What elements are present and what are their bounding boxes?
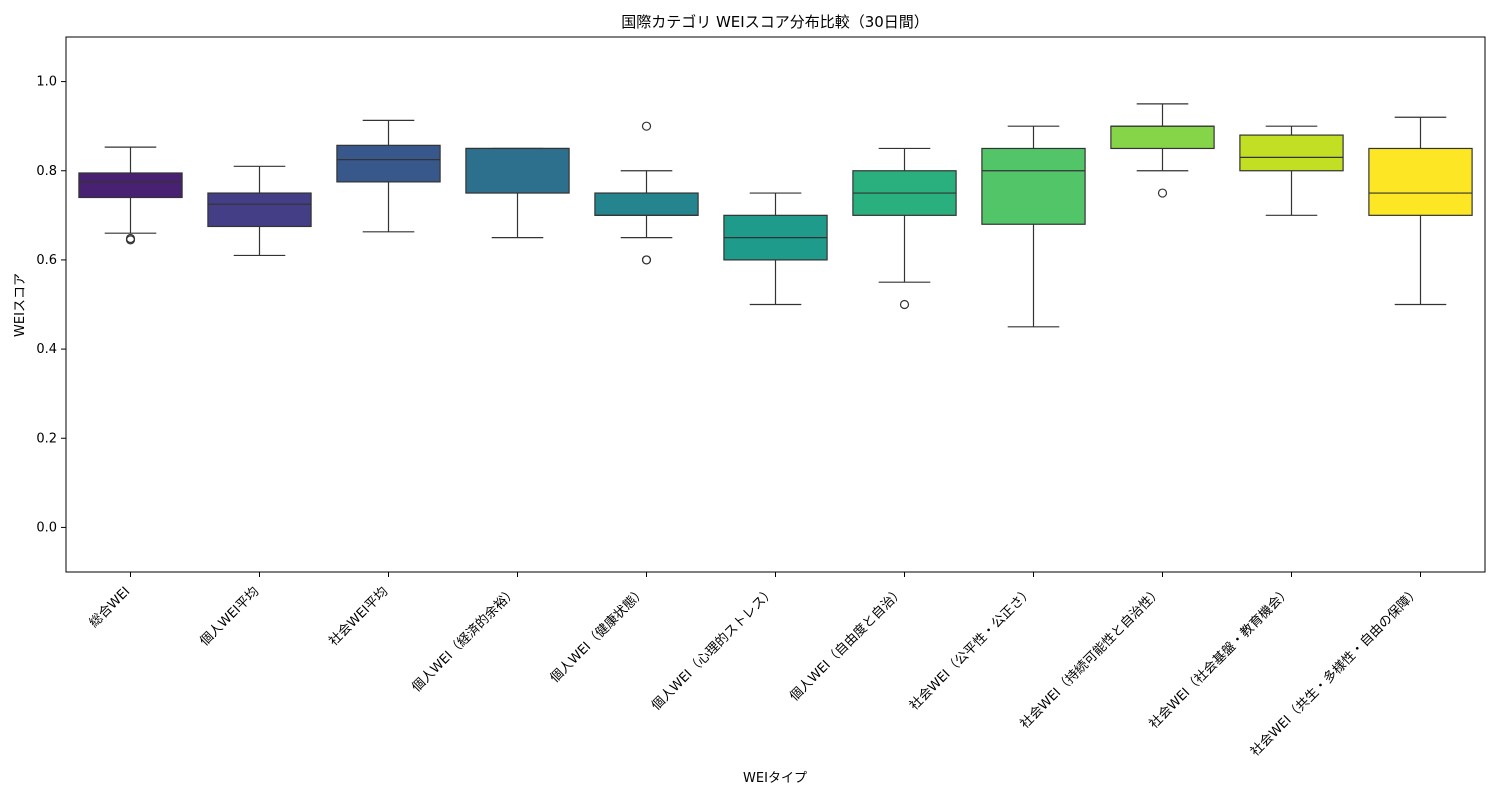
box-group bbox=[594, 121, 699, 265]
outlier-point bbox=[1157, 188, 1168, 198]
outlier-point bbox=[125, 233, 136, 244]
y-tick-label: 0.6 bbox=[36, 253, 57, 268]
box-group bbox=[1239, 125, 1344, 216]
chart-title: 国際カテゴリ WEIスコア分布比較（30日間） bbox=[621, 13, 929, 31]
outlier-point bbox=[641, 255, 652, 265]
outlier-point bbox=[899, 299, 910, 310]
y-tick-label: 0.8 bbox=[36, 164, 57, 179]
x-tick-label: 総合WEI bbox=[87, 584, 134, 631]
box-iqr bbox=[594, 192, 699, 216]
box-iqr bbox=[1110, 125, 1215, 150]
x-axis: 総合WEI 個人WEI平均 社会WEI平均 個人WEI（経済的余裕） 個人WEI（健康状… bbox=[87, 572, 1423, 760]
box-group bbox=[465, 147, 570, 239]
x-tick-label: 個人WEI平均 bbox=[197, 584, 262, 649]
y-tick-label: 0.4 bbox=[36, 342, 57, 357]
box-group bbox=[1368, 116, 1473, 306]
box-iqr bbox=[78, 172, 183, 199]
x-tick-label: 個人WEI（経済的余裕） bbox=[409, 584, 521, 696]
box-group bbox=[981, 125, 1086, 328]
y-axis: 0.0 0.2 0.4 0.6 0.8 1.0 bbox=[36, 75, 66, 535]
box-group bbox=[336, 119, 441, 233]
box-iqr bbox=[981, 147, 1086, 225]
box-group bbox=[723, 192, 828, 306]
box-group bbox=[852, 147, 957, 310]
x-axis-title: WEIタイプ bbox=[743, 771, 807, 786]
box-group bbox=[1110, 103, 1215, 198]
y-tick-label: 1.0 bbox=[36, 75, 57, 90]
box-iqr bbox=[336, 144, 441, 183]
y-tick-label: 0.2 bbox=[36, 431, 57, 446]
box-iqr bbox=[1368, 147, 1473, 216]
x-tick-label: 社会WEI平均 bbox=[326, 584, 392, 650]
plot-area bbox=[78, 103, 1473, 328]
x-tick-label: 個人WEI（自由度と自治） bbox=[786, 584, 907, 705]
x-tick-label: 個人WEI（健康状態） bbox=[547, 584, 649, 686]
box-group bbox=[78, 146, 183, 245]
y-tick-label: 0.0 bbox=[36, 520, 57, 535]
x-tick-label: 個人WEI（心理的ストレス） bbox=[648, 584, 778, 714]
x-tick-label: 社会WEI（社会基盤・教育機会） bbox=[1146, 584, 1294, 732]
outlier-point bbox=[641, 121, 652, 131]
box-iqr bbox=[207, 192, 312, 228]
y-axis-title: WEIスコア bbox=[13, 273, 28, 337]
x-tick-label: 社会WEI（公平性・公正さ） bbox=[906, 584, 1036, 714]
box-group bbox=[207, 165, 312, 257]
box-iqr bbox=[1239, 134, 1344, 172]
box-iqr bbox=[465, 147, 570, 194]
x-tick-label: 社会WEI（持続可能性と自治性） bbox=[1017, 584, 1165, 732]
